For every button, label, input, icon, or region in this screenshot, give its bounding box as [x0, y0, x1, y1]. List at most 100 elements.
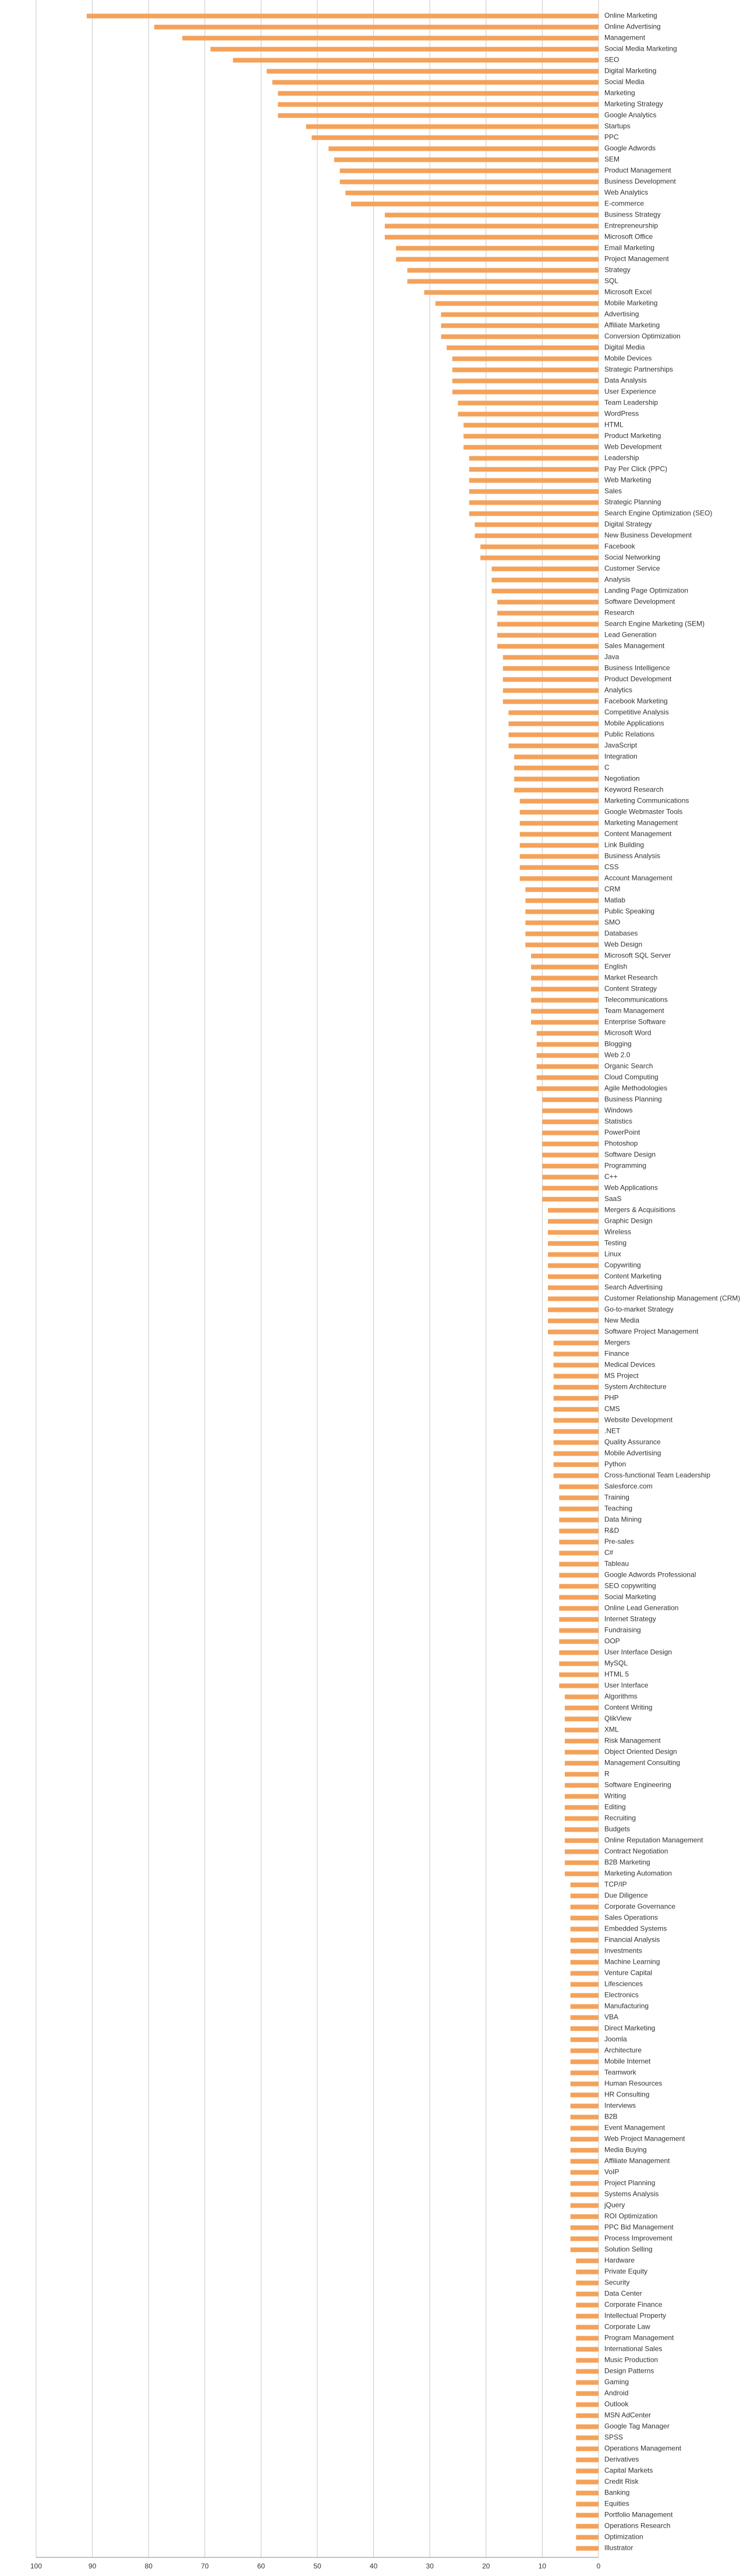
bar — [328, 146, 599, 151]
y-tick-label: Data Mining — [604, 1516, 642, 1524]
y-tick-label: HTML 5 — [604, 1670, 629, 1679]
bar — [570, 2137, 599, 2142]
bar — [570, 1938, 599, 1943]
y-tick-label: Mergers & Acquisitions — [604, 1206, 675, 1214]
bar — [559, 1484, 599, 1489]
bar — [542, 1097, 599, 1102]
bar — [570, 2026, 599, 2031]
y-tick-label: Databases — [604, 929, 638, 938]
bar — [548, 1274, 599, 1279]
y-tick-label: Microsoft SQL Server — [604, 952, 671, 960]
y-tick-label: System Architecture — [604, 1383, 667, 1391]
y-tick-label: SQL — [604, 277, 618, 285]
y-tick-label: Corporate Governance — [604, 1903, 675, 1911]
x-tick-label: 100 — [30, 2562, 42, 2570]
bar — [542, 1186, 599, 1191]
y-tick-label: Public Relations — [604, 730, 654, 739]
y-tick-label: Social Media — [604, 78, 645, 86]
bar — [278, 91, 599, 96]
bar — [536, 1042, 599, 1047]
y-tick-label: Marketing Management — [604, 819, 678, 827]
bar — [452, 389, 599, 395]
y-tick-label: Photoshop — [604, 1140, 638, 1148]
bar — [565, 1783, 599, 1788]
bar — [559, 1617, 599, 1622]
bar — [548, 1241, 599, 1246]
bar — [553, 1362, 599, 1368]
y-tick-label: Microsoft Office — [604, 233, 653, 241]
bar — [441, 312, 599, 317]
y-tick-label: Outlook — [604, 2400, 629, 2408]
y-tick-label: Equities — [604, 2500, 629, 2508]
bar — [576, 2314, 599, 2319]
bar — [339, 179, 599, 184]
bar — [576, 2380, 599, 2385]
y-tick-label: Teamwork — [604, 2068, 637, 2077]
y-tick-label: Cloud Computing — [604, 1073, 659, 1081]
y-tick-label: Product Development — [604, 675, 672, 683]
y-tick-label: Copywriting — [604, 1261, 641, 1269]
y-tick-label: Google Analytics — [604, 111, 656, 119]
bar — [458, 400, 599, 406]
y-tick-label: Event Management — [604, 2124, 665, 2132]
bar — [570, 2225, 599, 2230]
bar — [519, 876, 599, 881]
bar — [536, 1086, 599, 1091]
y-tick-label: Media Buying — [604, 2146, 647, 2154]
y-tick-label: Software Development — [604, 598, 675, 606]
bar — [559, 1528, 599, 1534]
y-tick-label: Analytics — [604, 686, 632, 694]
bar — [267, 69, 599, 74]
y-tick-label: Systems Analysis — [604, 2190, 659, 2198]
y-tick-label: Security — [604, 2279, 629, 2287]
bar — [514, 754, 599, 760]
bar — [536, 1031, 599, 1036]
bar — [559, 1683, 599, 1688]
bar — [548, 1307, 599, 1312]
bar — [570, 2114, 599, 2120]
y-tick-label: Mergers — [604, 1339, 630, 1347]
y-tick-label: Solution Selling — [604, 2245, 653, 2254]
y-tick-label: Mobile Devices — [604, 354, 652, 363]
y-tick-label: Investments — [604, 1947, 642, 1955]
bar — [452, 378, 599, 384]
y-tick-label: Social Networking — [604, 553, 660, 562]
bar — [396, 246, 599, 251]
bar — [553, 1340, 599, 1346]
y-tick-label: Lifesciences — [604, 1980, 643, 1988]
y-tick-label: Algorithms — [604, 1693, 638, 1701]
bar — [542, 1119, 599, 1124]
bar — [559, 1650, 599, 1655]
bar — [576, 2502, 599, 2507]
y-tick-label: Design Patterns — [604, 2367, 654, 2375]
y-tick-label: Google Adwords — [604, 144, 656, 152]
bar — [548, 1252, 599, 1257]
bar — [576, 2347, 599, 2352]
bar — [542, 1130, 599, 1136]
x-tick-label: 30 — [426, 2562, 434, 2570]
bar — [339, 168, 599, 173]
y-tick-label: Web Design — [604, 941, 642, 949]
bar — [531, 998, 599, 1003]
bar — [441, 334, 599, 339]
bar — [565, 1860, 599, 1865]
bar — [525, 898, 599, 903]
y-tick-label: Windows — [604, 1106, 633, 1115]
bar — [497, 611, 599, 616]
y-tick-label: Training — [604, 1493, 629, 1502]
y-tick-label: Music Production — [604, 2356, 658, 2364]
y-tick-label: Interviews — [604, 2102, 636, 2110]
bar — [559, 1506, 599, 1511]
y-tick-label: Account Management — [604, 874, 672, 882]
bar — [570, 1960, 599, 1965]
bar — [570, 2004, 599, 2009]
y-tick-label: R&D — [604, 1527, 619, 1535]
y-tick-label: Data Center — [604, 2290, 642, 2298]
y-tick-label: Agile Methodologies — [604, 1084, 667, 1092]
y-tick-label: Content Marketing — [604, 1272, 661, 1280]
bar — [480, 555, 599, 560]
bar — [553, 1462, 599, 1467]
bar — [553, 1451, 599, 1456]
bar — [519, 865, 599, 870]
